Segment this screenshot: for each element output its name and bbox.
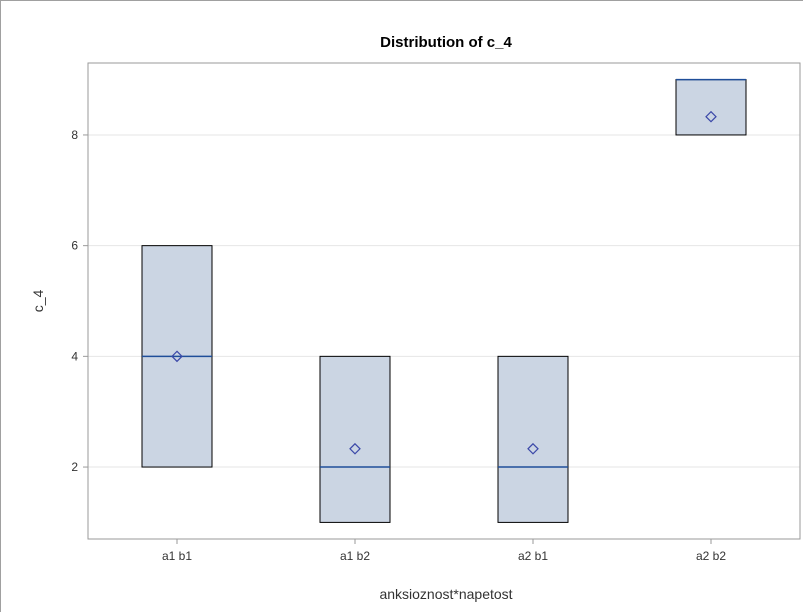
axes [87, 62, 801, 540]
y-axis-ticks: 2 4 6 8 [71, 128, 88, 474]
y-tick-label: 6 [71, 239, 78, 253]
x-axis-label: anksioznost*napetost [379, 586, 512, 602]
y-tick-label: 2 [71, 460, 78, 474]
box-4 [675, 79, 747, 136]
x-tick-label: a2 b2 [696, 549, 726, 563]
chart-title: Distribution of c_4 [380, 34, 512, 51]
y-tick-label: 4 [71, 349, 78, 363]
mean-marker-3 [527, 442, 539, 455]
y-axis-label: c_4 [30, 290, 46, 313]
boxes [141, 78, 747, 523]
x-axis-ticks: a1 b1 a1 b2 a2 b1 a2 b2 [162, 539, 726, 563]
x-tick-label: a1 b2 [340, 549, 370, 563]
plot-area-border [87, 62, 801, 540]
x-tick-label: a2 b1 [518, 549, 548, 563]
mean-marker-1 [171, 350, 183, 363]
mean-marker-2 [349, 442, 361, 455]
y-tick-label: 8 [71, 128, 78, 142]
mean-marker-4 [705, 110, 717, 123]
x-tick-label: a1 b1 [162, 549, 192, 563]
box-2 [319, 355, 391, 523]
box-3 [497, 355, 569, 523]
